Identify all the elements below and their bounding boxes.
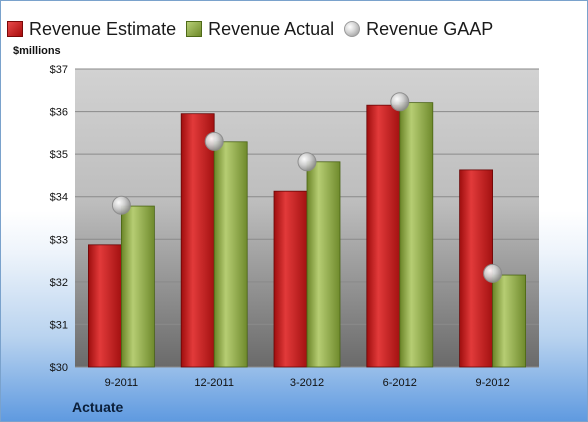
y-tick-label: $34: [50, 192, 68, 204]
x-tick-label: 3-2012: [290, 377, 324, 389]
legend-label-estimate: Revenue Estimate: [29, 18, 177, 39]
marker-revenue-gaap: [483, 263, 503, 283]
bar-revenue-actual: [121, 205, 155, 368]
legend-label-actual: Revenue Actual: [208, 18, 335, 39]
y-tick-label: $35: [50, 149, 68, 161]
marker-revenue-gaap: [111, 195, 131, 215]
bar-revenue-actual: [492, 274, 527, 368]
y-axis-unit-label: $millions: [13, 45, 61, 57]
legend-swatch-actual: [186, 21, 203, 37]
x-tick-label: 9-2011: [105, 377, 138, 389]
bar-revenue-actual: [306, 161, 341, 368]
legend-item-gaap: Revenue GAAP: [344, 19, 493, 40]
y-tick-label: $37: [50, 64, 68, 76]
marker-revenue-gaap: [204, 131, 224, 151]
y-tick-label: $30: [50, 362, 68, 374]
bar-revenue-actual: [399, 102, 434, 368]
bar-revenue-estimate: [273, 190, 308, 368]
y-tick-label: $36: [50, 107, 68, 119]
y-tick-label: $31: [50, 319, 68, 331]
bar-revenue-actual: [213, 141, 248, 368]
y-tick-label: $33: [50, 234, 68, 246]
x-tick-label: 12-2011: [194, 377, 234, 389]
marker-revenue-gaap: [390, 92, 410, 112]
y-tick-label: $32: [50, 277, 68, 289]
y-axis-ticks: $30 $31 $32 $33 $34 $35 $36 $37: [50, 64, 68, 374]
legend: Revenue Estimate Revenue Actual Revenue …: [7, 11, 503, 47]
x-axis-ticks: 9-2011 12-2011 3-2012 6-2012 9-2012: [105, 377, 510, 389]
legend-item-estimate: Revenue Estimate: [7, 19, 176, 40]
company-label: Actuate: [72, 399, 124, 415]
legend-swatch-gaap: [344, 21, 361, 37]
x-tick-label: 6-2012: [383, 377, 417, 389]
legend-item-actual: Revenue Actual: [186, 19, 334, 40]
bar-revenue-estimate: [366, 104, 401, 368]
bar-revenue-estimate: [180, 113, 215, 368]
legend-label-gaap: Revenue GAAP: [366, 18, 494, 39]
marker-revenue-gaap: [297, 152, 317, 172]
bar-revenue-estimate: [88, 244, 122, 368]
legend-swatch-estimate: [7, 21, 23, 37]
x-tick-label: 9-2012: [475, 377, 509, 389]
bars: [88, 92, 527, 368]
